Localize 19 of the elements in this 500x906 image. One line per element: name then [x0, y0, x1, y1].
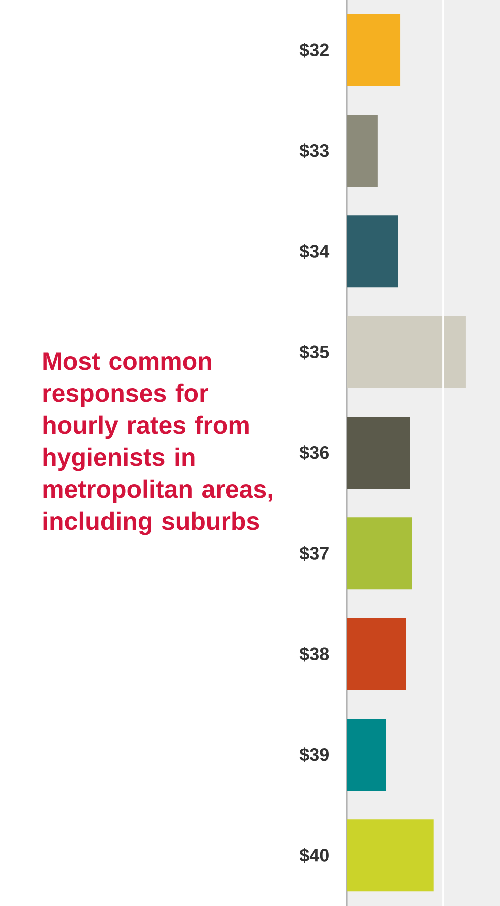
y-tick-label: $36 [300, 446, 329, 460]
bar [347, 820, 434, 892]
bar [347, 216, 398, 288]
y-tick-label: $38 [300, 646, 330, 662]
y-tick-label: $35 [300, 345, 330, 360]
text: Most common responses for hourly rates from hygienists in metropolitan areas, including suburbs [44, 352, 272, 536]
bar [347, 115, 378, 188]
bar [347, 417, 410, 490]
y-tick-label: $39 [300, 748, 329, 762]
bar [347, 518, 412, 590]
bar [347, 618, 406, 690]
bar [347, 719, 386, 792]
y-tick-label: $32 [300, 43, 329, 58]
y-tick-label: $37 [300, 546, 329, 562]
y-tick-label: $40 [300, 848, 329, 864]
bar [347, 316, 466, 388]
y-tick-label: $34 [300, 244, 330, 260]
bar [347, 14, 401, 86]
y-tick-label: $33 [300, 144, 329, 158]
